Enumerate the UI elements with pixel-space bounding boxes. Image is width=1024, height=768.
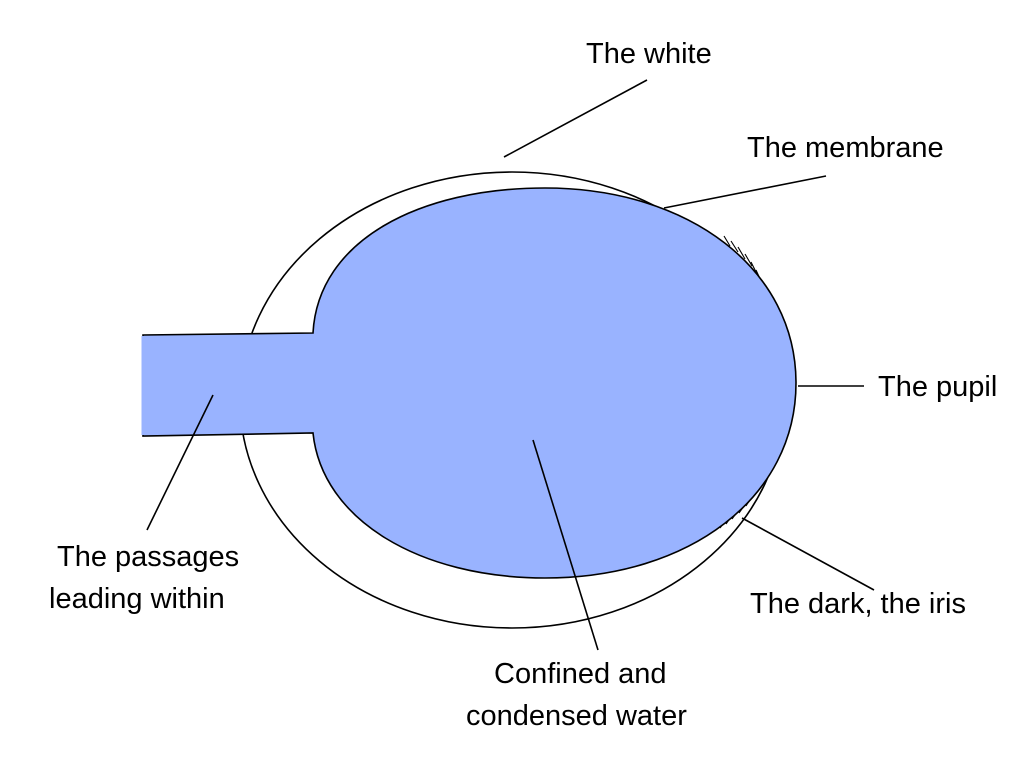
label-pupil: The pupil bbox=[878, 371, 997, 403]
label-white: The white bbox=[586, 38, 712, 70]
label-membrane: The membrane bbox=[747, 132, 944, 164]
label-iris: The dark, the iris bbox=[750, 588, 966, 620]
water-leader bbox=[532, 439, 599, 651]
label-water-line1: Confined and bbox=[494, 658, 667, 690]
white-leader bbox=[503, 79, 648, 158]
iris-leader bbox=[741, 517, 875, 591]
passages-leader bbox=[146, 394, 214, 531]
label-passages-line2: leading within bbox=[49, 583, 225, 615]
label-passages-line1: The passages bbox=[57, 541, 239, 573]
water-body bbox=[142, 187, 797, 579]
membrane-leader bbox=[663, 175, 827, 209]
label-water-line2: condensed water bbox=[466, 700, 687, 732]
